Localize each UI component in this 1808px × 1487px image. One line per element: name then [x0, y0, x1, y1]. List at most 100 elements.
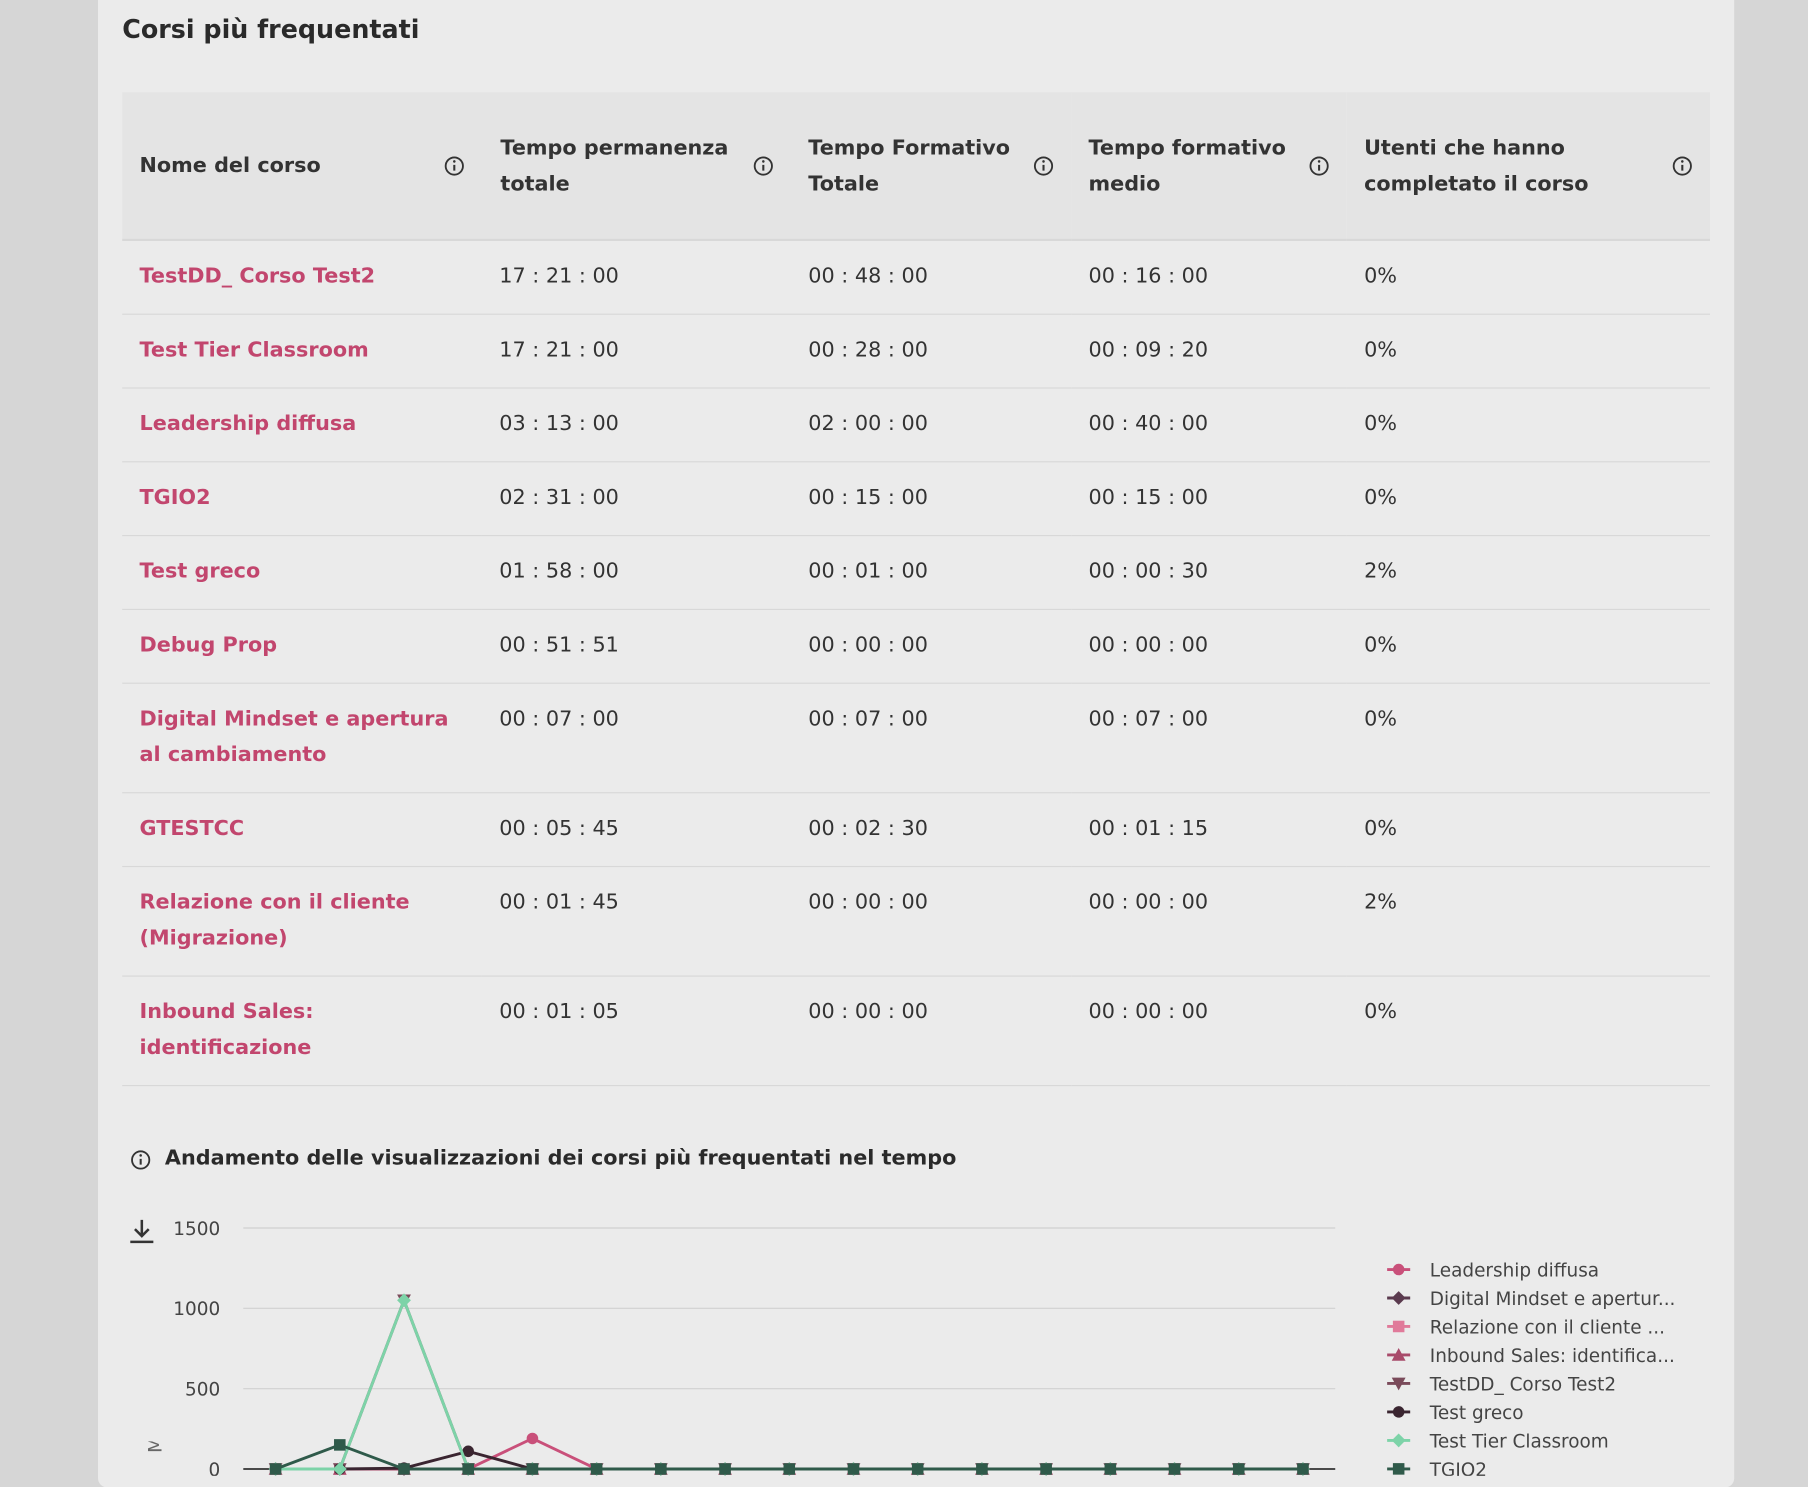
legend-label: Test Tier Classroom: [1429, 1431, 1609, 1452]
cell: 00 : 01 : 15: [1071, 793, 1347, 867]
data-point: [1040, 1463, 1052, 1475]
table-body: TestDD_ Corso Test217 : 21 : 0000 : 48 :…: [122, 240, 1710, 1086]
table-row: Leadership diffusa03 : 13 : 0002 : 00 : …: [122, 388, 1710, 462]
course-link[interactable]: Relazione con il cliente (Migrazione): [122, 867, 482, 977]
legend-label: Inbound Sales: identifica...: [1430, 1346, 1675, 1367]
legend-label: Test greco: [1429, 1403, 1524, 1424]
cell: 0%: [1347, 683, 1710, 793]
data-point: [784, 1463, 796, 1475]
info-icon[interactable]: [752, 155, 775, 178]
legend-label: Digital Mindset e apertur...: [1430, 1289, 1676, 1310]
legend-marker: [1393, 1264, 1405, 1276]
legend-marker: [1393, 1321, 1405, 1333]
course-link[interactable]: TestDD_ Corso Test2: [122, 240, 482, 314]
column-header: Tempo formativo medio: [1071, 92, 1347, 240]
column-header: Tempo Formativo Totale: [791, 92, 1071, 240]
data-point: [912, 1463, 924, 1475]
data-point: [1105, 1463, 1117, 1475]
legend-marker: [1392, 1433, 1406, 1447]
data-point: [398, 1463, 410, 1475]
data-point: [462, 1463, 474, 1475]
course-link[interactable]: Inbound Sales: identificazione: [122, 976, 482, 1086]
legend-marker: [1393, 1406, 1405, 1418]
cell: 00 : 05 : 45: [482, 793, 791, 867]
cell: 01 : 58 : 00: [482, 536, 791, 610]
info-icon[interactable]: [443, 155, 466, 178]
legend-label: TGIO2: [1429, 1460, 1487, 1476]
card-title: Corsi più frequentati: [122, 16, 419, 45]
table-row: Relazione con il cliente (Migrazione)00 …: [122, 867, 1710, 977]
course-link[interactable]: GTESTCC: [122, 793, 482, 867]
cell: 2%: [1347, 867, 1710, 977]
course-link[interactable]: Digital Mindset e apertura al cambiament…: [122, 683, 482, 793]
course-link[interactable]: Test Tier Classroom: [122, 314, 482, 388]
cell: 0%: [1347, 976, 1710, 1086]
info-icon[interactable]: [1671, 155, 1694, 178]
cell: 0%: [1347, 240, 1710, 314]
cell: 00 : 02 : 30: [791, 793, 1071, 867]
cell: 00 : 07 : 00: [1071, 683, 1347, 793]
y-tick-label: 1500: [173, 1219, 220, 1240]
cell: 00 : 00 : 00: [1071, 609, 1347, 683]
table-row: Digital Mindset e apertura al cambiament…: [122, 683, 1710, 793]
chart: 050010001500Minuti VisualizzazioniLeader…: [0, 1199, 1808, 1476]
table-row: Debug Prop00 : 51 : 5100 : 00 : 0000 : 0…: [122, 609, 1710, 683]
data-point: [270, 1463, 282, 1475]
data-point: [719, 1463, 731, 1475]
series-line: [276, 1300, 1303, 1469]
info-icon[interactable]: [129, 1148, 152, 1171]
course-link[interactable]: Leadership diffusa: [122, 388, 482, 462]
cell: 00 : 51 : 51: [482, 609, 791, 683]
course-link[interactable]: Test greco: [122, 536, 482, 610]
header-text: Tempo formativo medio: [1088, 130, 1329, 201]
data-point: [1297, 1463, 1309, 1475]
cell: 0%: [1347, 388, 1710, 462]
cell: 00 : 15 : 00: [1071, 462, 1347, 536]
cell: 00 : 40 : 00: [1071, 388, 1347, 462]
y-tick-label: 500: [185, 1380, 220, 1401]
data-point: [527, 1433, 539, 1445]
cell: 00 : 00 : 30: [1071, 536, 1347, 610]
cell: 00 : 16 : 00: [1071, 240, 1347, 314]
info-icon[interactable]: [1308, 155, 1331, 178]
legend-marker: [1393, 1463, 1405, 1475]
legend-label: TestDD_ Corso Test2: [1429, 1374, 1616, 1395]
cell: 00 : 15 : 00: [791, 462, 1071, 536]
cell: 0%: [1347, 462, 1710, 536]
y-tick-label: 1000: [173, 1299, 220, 1320]
column-header: Utenti che hanno completato il corso: [1347, 92, 1710, 240]
cell: 00 : 01 : 45: [482, 867, 791, 977]
table-row: Test Tier Classroom17 : 21 : 0000 : 28 :…: [122, 314, 1710, 388]
cell: 00 : 07 : 00: [791, 683, 1071, 793]
cell: 00 : 09 : 20: [1071, 314, 1347, 388]
cell: 00 : 00 : 00: [791, 867, 1071, 977]
table: Nome del corsoTempo permanenza totaleTem…: [122, 92, 1710, 1086]
cell: 17 : 21 : 00: [482, 240, 791, 314]
cell: 2%: [1347, 536, 1710, 610]
cell: 00 : 00 : 00: [1071, 976, 1347, 1086]
table-row: GTESTCC00 : 05 : 4500 : 02 : 3000 : 01 :…: [122, 793, 1710, 867]
cell: 00 : 07 : 00: [482, 683, 791, 793]
cell: 17 : 21 : 00: [482, 314, 791, 388]
legend-label: Leadership diffusa: [1430, 1260, 1599, 1281]
column-header: Nome del corso: [122, 92, 482, 240]
header-text: Utenti che hanno completato il corso: [1364, 130, 1693, 201]
data-point: [527, 1463, 539, 1475]
cell: 03 : 13 : 00: [482, 388, 791, 462]
legend-marker: [1392, 1291, 1406, 1305]
table-row: TGIO202 : 31 : 0000 : 15 : 0000 : 15 : 0…: [122, 462, 1710, 536]
header-text: Tempo Formativo Totale: [808, 130, 1054, 201]
cell: 00 : 00 : 00: [1071, 867, 1347, 977]
cell: 00 : 01 : 05: [482, 976, 791, 1086]
course-link[interactable]: Debug Prop: [122, 609, 482, 683]
info-icon[interactable]: [1032, 155, 1055, 178]
chart-title: Andamento delle visualizzazioni dei cors…: [165, 1146, 956, 1170]
cell: 0%: [1347, 793, 1710, 867]
cell: 00 : 00 : 00: [791, 976, 1071, 1086]
table-row: TestDD_ Corso Test217 : 21 : 0000 : 48 :…: [122, 240, 1710, 314]
course-link[interactable]: TGIO2: [122, 462, 482, 536]
column-header: Tempo permanenza totale: [482, 92, 791, 240]
cell: 0%: [1347, 609, 1710, 683]
